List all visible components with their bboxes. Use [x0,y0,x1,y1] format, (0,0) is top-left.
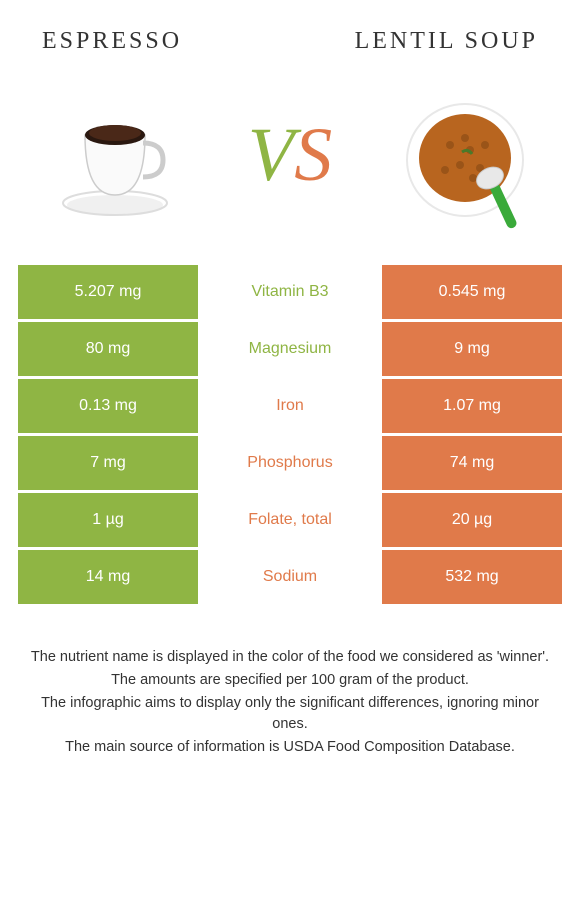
right-value: 74 mg [382,436,562,490]
hero-row: VS [0,55,580,265]
espresso-image [40,80,190,230]
left-value: 7 mg [18,436,198,490]
nutrient-label: Folate, total [198,493,382,547]
lentil-soup-image [390,80,540,230]
vs-v-letter: V [248,112,294,199]
table-row: 5.207 mg Vitamin B3 0.545 mg [18,265,562,319]
right-value: 9 mg [382,322,562,376]
footer-line: The main source of information is USDA F… [24,737,556,758]
nutrient-label: Sodium [198,550,382,604]
footer-notes: The nutrient name is displayed in the co… [0,607,580,758]
footer-line: The infographic aims to display only the… [24,693,556,735]
nutrient-label: Vitamin B3 [198,265,382,319]
vs-s-letter: S [294,112,332,199]
table-row: 0.13 mg Iron 1.07 mg [18,379,562,433]
left-value: 0.13 mg [18,379,198,433]
comparison-table: 5.207 mg Vitamin B3 0.545 mg 80 mg Magne… [0,265,580,604]
left-value: 1 µg [18,493,198,547]
right-value: 0.545 mg [382,265,562,319]
nutrient-label: Phosphorus [198,436,382,490]
footer-line: The nutrient name is displayed in the co… [24,647,556,668]
left-food-title: ESPRESSO [42,28,182,55]
right-food-title: LENTIL SOUP [355,28,538,55]
vs-label: VS [248,112,332,199]
table-row: 14 mg Sodium 532 mg [18,550,562,604]
right-value: 1.07 mg [382,379,562,433]
nutrient-label: Magnesium [198,322,382,376]
nutrient-label: Iron [198,379,382,433]
left-value: 14 mg [18,550,198,604]
header: ESPRESSO LENTIL SOUP [0,0,580,55]
right-value: 532 mg [382,550,562,604]
footer-line: The amounts are specified per 100 gram o… [24,670,556,691]
table-row: 80 mg Magnesium 9 mg [18,322,562,376]
table-row: 1 µg Folate, total 20 µg [18,493,562,547]
left-value: 5.207 mg [18,265,198,319]
right-value: 20 µg [382,493,562,547]
left-value: 80 mg [18,322,198,376]
table-row: 7 mg Phosphorus 74 mg [18,436,562,490]
